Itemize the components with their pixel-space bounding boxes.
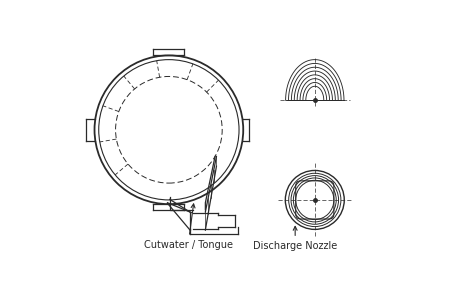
Text: Discharge Nozzle: Discharge Nozzle — [253, 226, 338, 251]
Text: Cutwater / Tongue: Cutwater / Tongue — [144, 204, 233, 250]
